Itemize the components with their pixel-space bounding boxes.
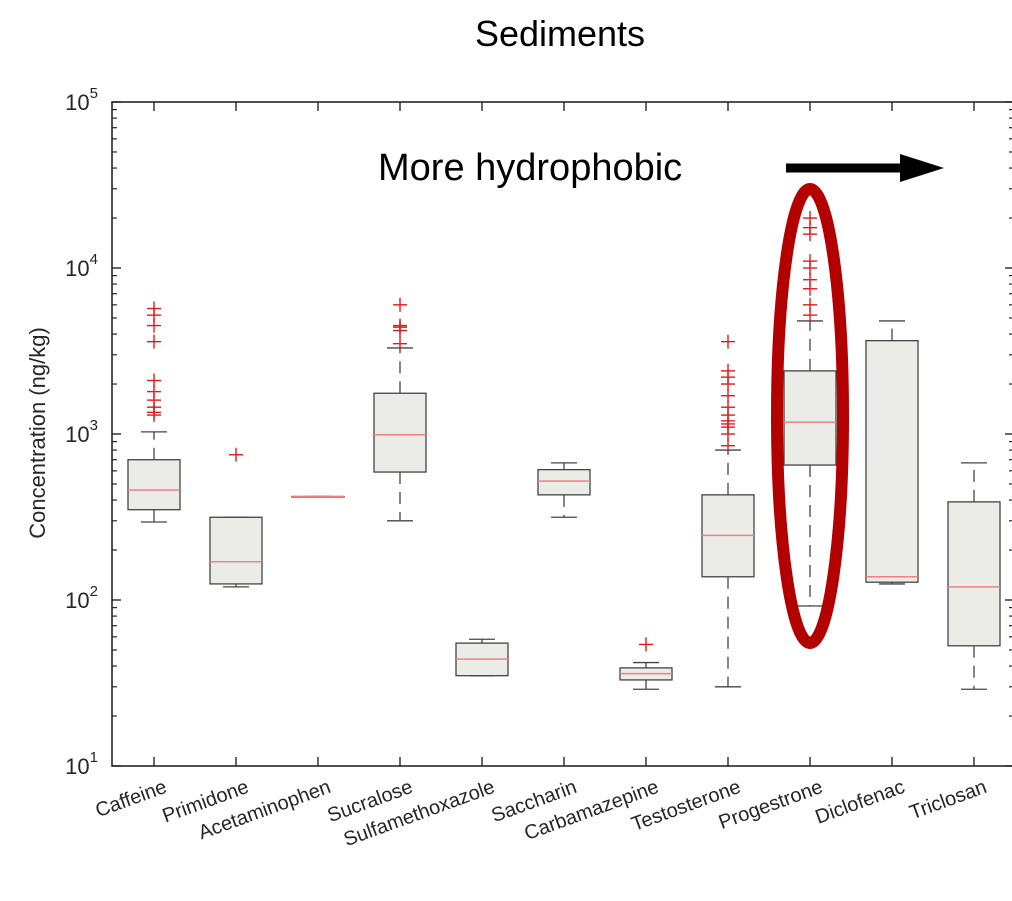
y-tick-base: 10 <box>65 422 89 447</box>
hydrophobic-annotation: More hydrophobic <box>378 147 944 189</box>
box-series <box>127 211 1001 690</box>
outlier-point <box>721 388 735 403</box>
outlier-point <box>721 363 735 378</box>
box-caffeine <box>127 301 181 523</box>
box-iqr <box>209 516 263 585</box>
outlier-point <box>147 373 161 388</box>
y-tick-exponent: 5 <box>90 85 98 102</box>
outlier-point <box>803 272 817 287</box>
box-iqr <box>947 501 1001 647</box>
box-testosterone <box>701 334 755 688</box>
annotation-arrow-head <box>900 154 944 182</box>
box-progestrone <box>783 211 837 607</box>
chart-title: Sediments <box>475 13 645 54</box>
box-triclosan <box>947 462 1001 690</box>
outlier-point <box>147 334 161 349</box>
category-label-triclosan: Triclosan <box>907 776 990 824</box>
y-tick-label: 103 <box>65 417 98 447</box>
box-sucralose <box>373 297 427 522</box>
y-tick-base: 10 <box>65 90 89 115</box>
outlier-point <box>393 297 407 312</box>
box-iqr <box>127 459 181 511</box>
outlier-point <box>639 637 653 652</box>
outlier-point <box>147 301 161 316</box>
outlier-point <box>803 297 817 312</box>
annotation-text: More hydrophobic <box>378 147 682 189</box>
box-iqr <box>865 340 919 583</box>
y-tick-exponent: 3 <box>90 417 98 434</box>
plot-area-frame <box>111 101 1012 767</box>
y-tick-exponent: 2 <box>90 583 98 600</box>
box-iqr <box>373 392 427 473</box>
y-axis-label: Concentration (ng/kg) <box>25 327 50 539</box>
box-sulfamethoxazole <box>455 638 509 677</box>
y-tick-base: 10 <box>65 256 89 281</box>
box-diclofenac <box>865 320 919 585</box>
y-tick-label: 102 <box>65 583 98 613</box>
outlier-point <box>393 318 407 333</box>
box-carbamazepine <box>619 637 673 690</box>
box-iqr <box>537 468 591 496</box>
category-label-caffeine: Caffeine <box>93 776 170 822</box>
outlier-point <box>393 336 407 351</box>
y-tick-exponent: 4 <box>90 251 98 268</box>
outlier-point <box>721 334 735 349</box>
box-primidone <box>209 447 263 588</box>
category-labels: CaffeinePrimidoneAcetaminophenSucraloseS… <box>93 776 990 851</box>
category-label-diclofenac: Diclofenac <box>812 776 907 829</box>
y-tick-base: 10 <box>65 754 89 779</box>
box-iqr <box>783 370 837 466</box>
box-acetaminophen <box>291 495 345 498</box>
y-tick-label: 101 <box>65 749 98 779</box>
y-tick-label: 104 <box>65 251 98 281</box>
highlight-ellipse <box>771 183 849 649</box>
outlier-point <box>721 438 735 453</box>
y-tick-label: 105 <box>65 85 98 115</box>
outlier-point <box>803 211 817 226</box>
y-tick-exponent: 1 <box>90 749 98 766</box>
y-tick-base: 10 <box>65 588 89 613</box>
box-saccharin <box>537 462 591 518</box>
outlier-point <box>229 447 243 462</box>
outlier-point <box>803 254 817 269</box>
